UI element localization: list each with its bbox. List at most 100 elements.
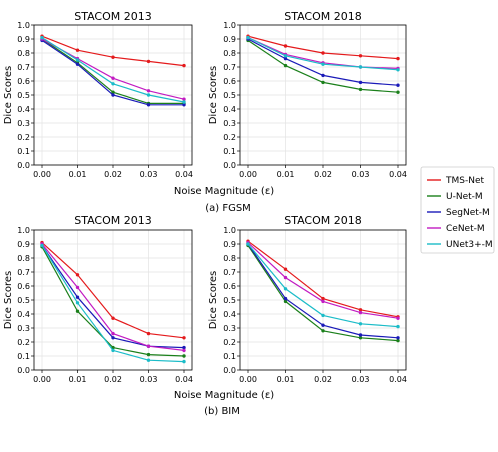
- y-tick-label: 0.5: [17, 91, 30, 100]
- x-axis-label-bottom: Noise Magnitude (ε): [174, 390, 274, 401]
- y-tick-label: 0.8: [223, 254, 236, 263]
- data-point-segnet-m: [396, 83, 400, 87]
- y-tick-label: 0.7: [223, 268, 236, 277]
- x-tick-label: 0.02: [314, 170, 332, 179]
- y-tick-label: 0.7: [223, 63, 236, 72]
- legend-label: TMS-Net: [445, 176, 484, 186]
- y-tick-label: 0.8: [223, 49, 236, 58]
- data-point-u-net-m: [358, 87, 363, 92]
- data-point-tms-net: [182, 63, 186, 68]
- y-tick-label: 0.2: [17, 338, 30, 347]
- y-tick-label: 0.7: [17, 63, 30, 72]
- data-point-u-net-m: [321, 329, 325, 333]
- x-tick-label: 0.04: [389, 375, 407, 384]
- x-tick-label: 0.04: [389, 170, 407, 179]
- data-point-u-net-m: [182, 354, 186, 358]
- data-point-tms-net: [75, 48, 80, 52]
- data-point-u-net-m: [111, 90, 115, 94]
- data-point-cenet-m: [111, 76, 115, 80]
- y-tick-label: 0.4: [223, 310, 236, 319]
- panel-bim-stacom2018: STACOM 2018 Dice Scores 0.0 0.1 0.2 0.3 0.4 0…: [208, 214, 407, 384]
- data-point-segnet-m: [75, 62, 80, 66]
- data-point-unet3-m: [75, 301, 80, 305]
- data-point-unet3-m: [321, 313, 325, 318]
- data-point-cenet-m: [283, 275, 288, 280]
- x-tick-label: 0.04: [175, 170, 193, 179]
- y-tick-label: 0.5: [223, 296, 236, 305]
- data-point-segnet-m: [111, 336, 115, 340]
- panel-fgsm-stacom2018: STACOM 2018 Dice Scores 0.0 0.1 0.2 0.3 0.4 0…: [208, 10, 407, 179]
- data-point-tms-net: [111, 55, 115, 59]
- data-point-tms-net: [321, 296, 325, 301]
- x-tick-label: 0.01: [277, 170, 295, 179]
- x-tick-label: 0.00: [33, 170, 51, 179]
- data-point-cenet-m: [146, 89, 151, 93]
- data-point-unet3-m: [111, 82, 115, 86]
- x-tick-label: 0.03: [140, 170, 158, 179]
- y-tick-label: 1.0: [223, 21, 236, 30]
- data-point-cenet-m: [182, 348, 186, 353]
- x-tick-label: 0.00: [239, 375, 257, 384]
- y-tick-label: 1.0: [17, 226, 30, 235]
- data-point-u-net-m: [396, 90, 400, 94]
- y-tick-label: 0.3: [17, 119, 30, 128]
- data-point-segnet-m: [283, 296, 288, 301]
- data-point-segnet-m: [182, 345, 186, 350]
- y-axis-label: Dice Scores: [3, 66, 14, 125]
- data-point-u-net-m: [396, 338, 400, 343]
- data-point-tms-net: [146, 59, 151, 64]
- data-point-u-net-m: [283, 299, 288, 304]
- data-point-cenet-m: [182, 97, 186, 101]
- y-tick-label: 0.5: [17, 296, 30, 305]
- data-point-segnet-m: [358, 80, 363, 85]
- data-point-cenet-m: [321, 299, 325, 304]
- data-point-unet3-m: [40, 35, 44, 40]
- legend-label: UNet3+-M: [446, 240, 493, 250]
- y-tick-label: 0.1: [223, 147, 236, 156]
- y-tick-label: 0.6: [223, 77, 236, 86]
- y-tick-label: 0.8: [17, 254, 30, 263]
- legend-label: SegNet-M: [446, 208, 490, 218]
- panel-fgsm-stacom2013: STACOM 2013 Dice Scores 0.0 0.1 0.2 0.3 0.4 0…: [3, 10, 193, 179]
- data-point-unet3-m: [146, 358, 151, 362]
- data-point-u-net-m: [146, 352, 151, 357]
- x-tick-label: 0.00: [33, 375, 51, 384]
- data-point-cenet-m: [111, 331, 115, 336]
- x-tick-label: 0.02: [104, 375, 122, 384]
- data-point-u-net-m: [321, 80, 325, 85]
- y-tick-label: 0.9: [17, 35, 30, 44]
- x-axis-label-top: Noise Magnitude (ε): [174, 186, 274, 197]
- y-tick-label: 0.1: [223, 352, 236, 361]
- caption-fgsm: (a) FGSM: [205, 203, 251, 214]
- data-point-unet3-m: [358, 322, 363, 326]
- y-tick-label: 0.9: [17, 240, 30, 249]
- y-axis-label: Dice Scores: [208, 271, 219, 330]
- x-tick-label: 0.04: [175, 375, 193, 384]
- x-tick-label: 0.01: [69, 375, 87, 384]
- y-tick-label: 0.0: [17, 366, 30, 375]
- data-point-unet3-m: [246, 35, 250, 40]
- data-point-segnet-m: [111, 93, 115, 97]
- data-point-unet3-m: [321, 62, 325, 66]
- data-point-cenet-m: [75, 285, 80, 290]
- data-point-tms-net: [146, 331, 151, 336]
- x-tick-label: 0.03: [352, 375, 370, 384]
- y-tick-label: 1.0: [223, 226, 236, 235]
- data-point-unet3-m: [358, 65, 363, 69]
- y-tick-label: 0.1: [17, 147, 30, 156]
- y-tick-label: 0.4: [223, 105, 236, 114]
- y-tick-label: 0.0: [223, 366, 236, 375]
- panel-title: STACOM 2018: [284, 214, 362, 227]
- data-point-segnet-m: [146, 103, 151, 107]
- panel-bim-stacom2013: STACOM 2013 Dice Scores 0.0 0.1 0.2 0.3 0.4 0…: [3, 214, 193, 384]
- data-point-segnet-m: [321, 323, 325, 327]
- y-tick-label: 0.6: [17, 282, 30, 291]
- panel-title: STACOM 2013: [74, 10, 152, 23]
- caption-bim: (b) BIM: [204, 406, 240, 417]
- data-point-unet3-m: [182, 359, 186, 364]
- data-point-u-net-m: [75, 309, 80, 313]
- data-point-segnet-m: [283, 56, 288, 61]
- y-tick-label: 0.6: [223, 282, 236, 291]
- y-tick-label: 0.4: [17, 105, 30, 114]
